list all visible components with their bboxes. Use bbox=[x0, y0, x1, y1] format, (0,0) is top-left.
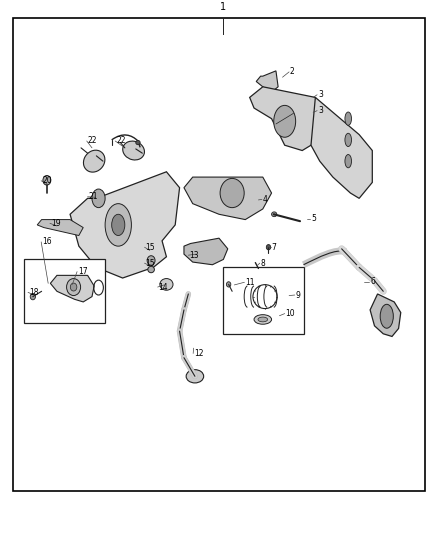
Ellipse shape bbox=[258, 317, 268, 322]
Polygon shape bbox=[370, 294, 401, 336]
Text: 3: 3 bbox=[318, 90, 323, 99]
Text: 11: 11 bbox=[245, 278, 255, 287]
Bar bbox=[24, 260, 105, 323]
Text: 21: 21 bbox=[88, 192, 98, 201]
Text: 5: 5 bbox=[311, 214, 316, 223]
Ellipse shape bbox=[112, 214, 125, 236]
Ellipse shape bbox=[220, 179, 244, 208]
Ellipse shape bbox=[345, 133, 352, 147]
Ellipse shape bbox=[160, 279, 173, 290]
Polygon shape bbox=[184, 177, 272, 220]
Text: 7: 7 bbox=[272, 243, 276, 252]
Ellipse shape bbox=[84, 150, 105, 172]
Text: 20: 20 bbox=[42, 176, 52, 185]
Text: 9: 9 bbox=[296, 290, 300, 300]
Bar bbox=[13, 18, 425, 490]
Ellipse shape bbox=[258, 192, 263, 199]
Text: 22: 22 bbox=[88, 136, 97, 146]
Text: 4: 4 bbox=[263, 195, 268, 204]
Text: 2: 2 bbox=[290, 67, 295, 76]
Ellipse shape bbox=[254, 314, 272, 324]
Ellipse shape bbox=[105, 204, 131, 246]
Text: 15: 15 bbox=[145, 259, 155, 268]
Text: 14: 14 bbox=[159, 282, 168, 292]
Ellipse shape bbox=[70, 283, 77, 291]
Bar bbox=[223, 268, 304, 334]
Text: 15: 15 bbox=[145, 243, 155, 252]
Ellipse shape bbox=[136, 140, 140, 144]
Ellipse shape bbox=[92, 189, 105, 208]
Ellipse shape bbox=[266, 245, 271, 250]
Ellipse shape bbox=[274, 106, 296, 138]
Text: 12: 12 bbox=[194, 349, 204, 358]
Ellipse shape bbox=[67, 279, 81, 296]
Ellipse shape bbox=[123, 141, 145, 160]
Text: 10: 10 bbox=[286, 309, 295, 318]
Text: 6: 6 bbox=[370, 277, 375, 286]
Text: 8: 8 bbox=[261, 259, 265, 268]
Ellipse shape bbox=[147, 256, 155, 265]
Text: 13: 13 bbox=[189, 251, 199, 260]
Text: 17: 17 bbox=[78, 267, 88, 276]
Polygon shape bbox=[250, 87, 324, 150]
Ellipse shape bbox=[380, 304, 393, 328]
Text: 3: 3 bbox=[318, 106, 323, 115]
Ellipse shape bbox=[30, 294, 35, 300]
Text: 22: 22 bbox=[116, 136, 126, 146]
Ellipse shape bbox=[255, 189, 266, 203]
Ellipse shape bbox=[226, 282, 231, 287]
Text: 19: 19 bbox=[51, 219, 60, 228]
Polygon shape bbox=[37, 220, 83, 236]
Text: 1: 1 bbox=[220, 3, 226, 12]
Polygon shape bbox=[256, 71, 278, 92]
Ellipse shape bbox=[345, 112, 352, 125]
Ellipse shape bbox=[186, 370, 204, 383]
Polygon shape bbox=[70, 172, 180, 278]
Text: 16: 16 bbox=[42, 237, 52, 246]
Ellipse shape bbox=[43, 175, 51, 185]
Ellipse shape bbox=[345, 155, 352, 168]
Text: 18: 18 bbox=[29, 288, 39, 297]
Polygon shape bbox=[184, 238, 228, 265]
Ellipse shape bbox=[148, 266, 154, 273]
Ellipse shape bbox=[272, 212, 277, 217]
Polygon shape bbox=[311, 98, 372, 198]
Polygon shape bbox=[50, 276, 94, 302]
